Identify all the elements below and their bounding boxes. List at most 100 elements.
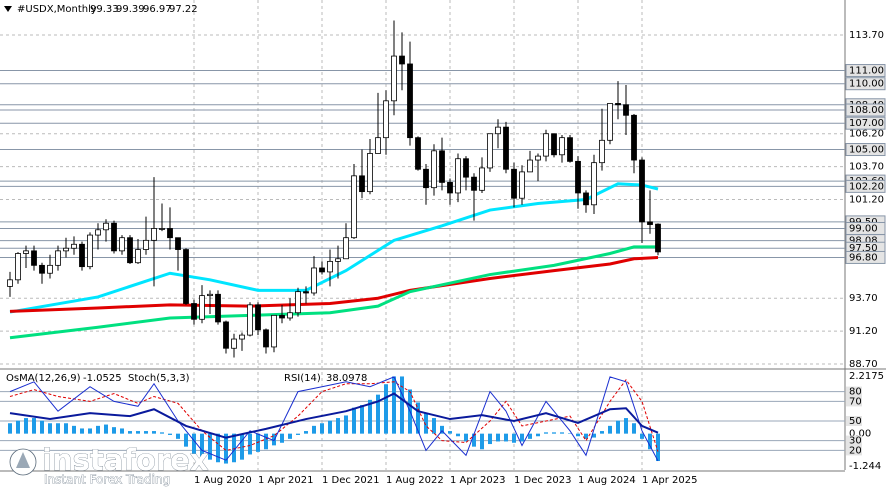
oscillator-level-label: 50: [849, 416, 862, 427]
osma-bar: [384, 384, 388, 434]
candle-body: [271, 314, 277, 348]
moving-average: [9, 255, 659, 313]
osma-bar: [240, 433, 244, 460]
level-box: [845, 250, 886, 264]
level-box: [845, 116, 886, 130]
candle-body: [135, 249, 141, 264]
candle-body: [439, 150, 445, 183]
candle-body: [479, 167, 485, 191]
osma-tick-label: -1.244: [849, 461, 881, 472]
candle-body: [351, 175, 357, 239]
osma-bar: [160, 432, 164, 434]
candle-body: [559, 137, 565, 156]
oscillator-level-label: 80: [849, 387, 862, 398]
osma-bar: [336, 418, 340, 434]
candle-body: [615, 103, 621, 106]
osma-bar: [440, 425, 444, 434]
candle-body: [455, 158, 461, 194]
osma-bar: [16, 420, 20, 434]
watermark-logo-mark: [16, 452, 30, 468]
osma-bar: [200, 433, 204, 459]
candle-body: [495, 126, 501, 135]
header-arrow: [4, 6, 12, 12]
level-label: 98.08: [849, 236, 878, 247]
osma-bar: [400, 376, 404, 434]
candle-body: [319, 267, 325, 273]
candle-body: [375, 137, 381, 154]
candle-body: [279, 314, 285, 319]
osma-bar: [184, 433, 188, 447]
candle-body: [55, 250, 61, 266]
candle-body: [567, 137, 573, 162]
osma-bar: [560, 432, 564, 434]
osma-bar: [120, 428, 124, 434]
level-box: [845, 77, 886, 91]
candle-body: [543, 133, 549, 157]
oscillator-level-box: [846, 435, 862, 446]
osma-bar: [312, 425, 316, 434]
level-label: 107.00: [849, 118, 884, 129]
osma-bar: [128, 431, 132, 434]
candle-body: [39, 264, 45, 274]
oscillator-level-label: 70: [849, 396, 862, 407]
osma-bar: [368, 399, 372, 434]
candle-body: [463, 158, 469, 178]
candle-body: [239, 334, 245, 340]
level-label: 108.00: [849, 105, 884, 116]
rsi-line: [9, 392, 659, 439]
osma-bar: [344, 415, 348, 434]
osma-bar: [40, 420, 44, 434]
candle-body: [575, 160, 581, 194]
osma-bar: [88, 428, 92, 434]
candle-body: [79, 243, 85, 268]
level-label: 97.50: [849, 243, 878, 254]
oscillator-level-box: [846, 396, 862, 407]
rsi-name: RSI(14): [284, 373, 321, 384]
candle-body: [47, 264, 53, 274]
osma-bar: [144, 431, 148, 434]
osma-bar: [536, 433, 540, 437]
osma-bar: [592, 433, 596, 438]
level-label: 96.80: [849, 252, 878, 263]
osma-bar: [72, 425, 76, 434]
candle-body: [231, 338, 237, 349]
osma-bar: [544, 432, 548, 434]
osma-bar: [584, 433, 588, 439]
osma-bar: [80, 428, 84, 434]
candle-body: [343, 237, 349, 260]
level-box: [845, 179, 886, 193]
candle-body: [647, 221, 653, 225]
candle-body: [247, 304, 253, 336]
candle-body: [223, 321, 229, 349]
osma-bar: [416, 402, 420, 434]
osma-bar: [208, 433, 212, 460]
y-tick-label: 91.20: [849, 326, 878, 337]
level-label: 99.00: [849, 223, 878, 234]
symbol: #USDX,Monthly: [17, 4, 97, 15]
osma-bar: [504, 433, 508, 442]
candle-body: [639, 159, 645, 223]
candle-body: [71, 243, 77, 249]
osma-bar: [448, 431, 452, 434]
candle-body: [255, 304, 261, 331]
x-tick-label: 1 Apr 2021: [258, 475, 313, 486]
osma-bar: [528, 433, 532, 439]
candle-body: [383, 100, 389, 139]
y-tick-label: 101.20: [849, 195, 884, 206]
osma-bar: [648, 433, 652, 450]
low-price: 96.97: [143, 4, 172, 15]
candle-body: [519, 171, 525, 199]
osma-bar: [488, 433, 492, 445]
candle-body: [295, 291, 301, 314]
x-tick-label: 1 Aug 2020: [194, 475, 252, 486]
osma-bar: [216, 433, 220, 463]
candle-body: [503, 126, 509, 170]
osma-tick-label: 0.00: [849, 429, 871, 440]
candle-body: [527, 159, 533, 173]
osma-bar: [616, 420, 620, 434]
osma-bar: [496, 433, 500, 442]
y-tick-label: 93.70: [849, 293, 878, 304]
osma-bar: [288, 433, 292, 439]
